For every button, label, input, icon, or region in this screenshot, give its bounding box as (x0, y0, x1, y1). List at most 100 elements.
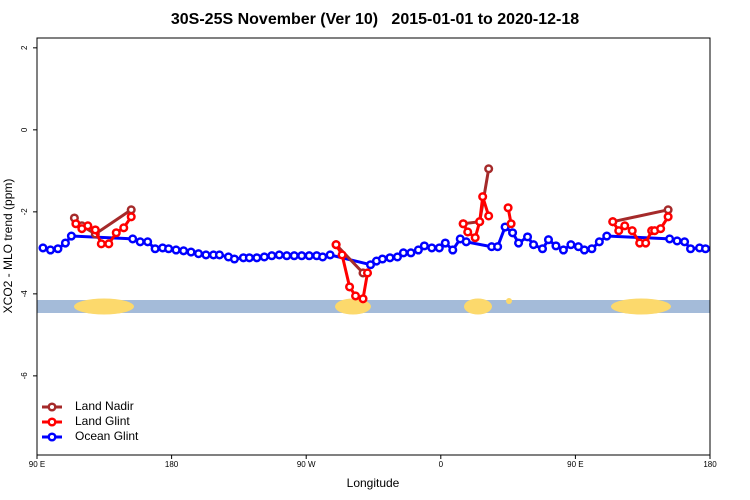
point-marker (461, 237, 471, 247)
point-marker (111, 228, 121, 238)
point-marker (641, 238, 651, 248)
point-marker (594, 237, 604, 247)
point-marker (325, 250, 335, 260)
point-marker (419, 241, 429, 251)
point-marker (60, 238, 70, 248)
point-marker (663, 212, 673, 222)
point-marker (66, 231, 76, 241)
point-marker (385, 253, 395, 263)
legend-marker (47, 402, 57, 412)
point-marker (96, 239, 106, 249)
point-marker (537, 244, 548, 254)
legend-label: Ocean Glint (75, 429, 139, 443)
land-band (611, 298, 671, 315)
x-tick-label: 90 W (297, 460, 316, 469)
point-marker (252, 253, 262, 263)
point-marker (119, 223, 129, 233)
point-marker (362, 268, 373, 278)
point-marker (297, 251, 307, 261)
point-marker (143, 237, 153, 247)
point-marker (522, 232, 533, 242)
point-marker (318, 252, 328, 262)
point-marker (229, 254, 239, 264)
point-marker (602, 231, 612, 241)
point-marker (614, 226, 624, 236)
point-marker (104, 239, 114, 249)
point-marker (470, 233, 480, 243)
point-marker (71, 219, 81, 229)
land-band (74, 298, 134, 315)
point-marker (579, 245, 589, 255)
legend-marker (47, 432, 57, 442)
point-marker (365, 260, 376, 270)
y-tick-label: 2 (20, 45, 29, 50)
point-marker (427, 243, 437, 253)
point-marker (672, 236, 682, 246)
point-marker (337, 250, 347, 260)
point-marker (274, 250, 284, 260)
point-marker (201, 250, 211, 260)
point-marker (587, 244, 597, 254)
point-marker (214, 250, 225, 260)
point-marker (434, 243, 444, 253)
point-marker (514, 238, 524, 248)
point-marker (128, 234, 138, 244)
point-marker (508, 228, 518, 238)
point-marker (566, 240, 576, 250)
point-marker (345, 282, 355, 292)
point-marker (484, 164, 494, 174)
point-marker (627, 226, 637, 236)
x-tick-label: 90 E (29, 460, 45, 469)
point-marker (475, 217, 485, 227)
x-tick-label: 180 (703, 460, 717, 469)
point-marker (543, 235, 554, 245)
point-marker (558, 245, 568, 255)
x-tick-label: 90 E (567, 460, 583, 469)
point-marker (164, 244, 174, 254)
point-marker (478, 192, 488, 202)
land-band (464, 298, 492, 315)
point-marker (126, 205, 136, 215)
point-marker (398, 248, 408, 258)
point-marker (503, 203, 513, 213)
plot-frame (36, 37, 711, 456)
x-tick-label: 180 (165, 460, 179, 469)
point-marker (620, 221, 630, 231)
point-marker (551, 241, 561, 251)
point-marker (126, 212, 136, 222)
point-marker (656, 224, 666, 234)
chart-title: 30S-25S November (Ver 10) 2015-01-01 to … (171, 11, 579, 28)
point-marker (506, 219, 516, 229)
point-marker (267, 251, 277, 261)
point-marker (171, 245, 181, 255)
point-marker (484, 211, 494, 221)
point-marker (680, 237, 690, 247)
point-marker (406, 248, 416, 258)
point-marker (377, 254, 388, 264)
point-marker (90, 225, 100, 235)
point-marker (244, 253, 254, 263)
point-marker (45, 245, 56, 255)
point-marker (686, 244, 696, 254)
point-marker (392, 252, 402, 262)
point-marker (135, 237, 145, 247)
point-marker (83, 221, 93, 231)
point-marker (259, 252, 269, 262)
y-tick-label: 0 (20, 127, 29, 132)
point-marker (282, 251, 292, 261)
point-marker (351, 291, 361, 301)
point-marker (186, 247, 196, 257)
point-marker (663, 205, 673, 215)
ocean-band (37, 300, 710, 313)
land-ocean-band (37, 298, 710, 315)
point-marker (458, 219, 468, 229)
point-marker (493, 242, 503, 252)
point-marker (440, 238, 450, 248)
point-marker (413, 245, 423, 255)
point-marker (448, 245, 458, 255)
point-marker (179, 246, 189, 256)
point-marker (150, 244, 160, 254)
